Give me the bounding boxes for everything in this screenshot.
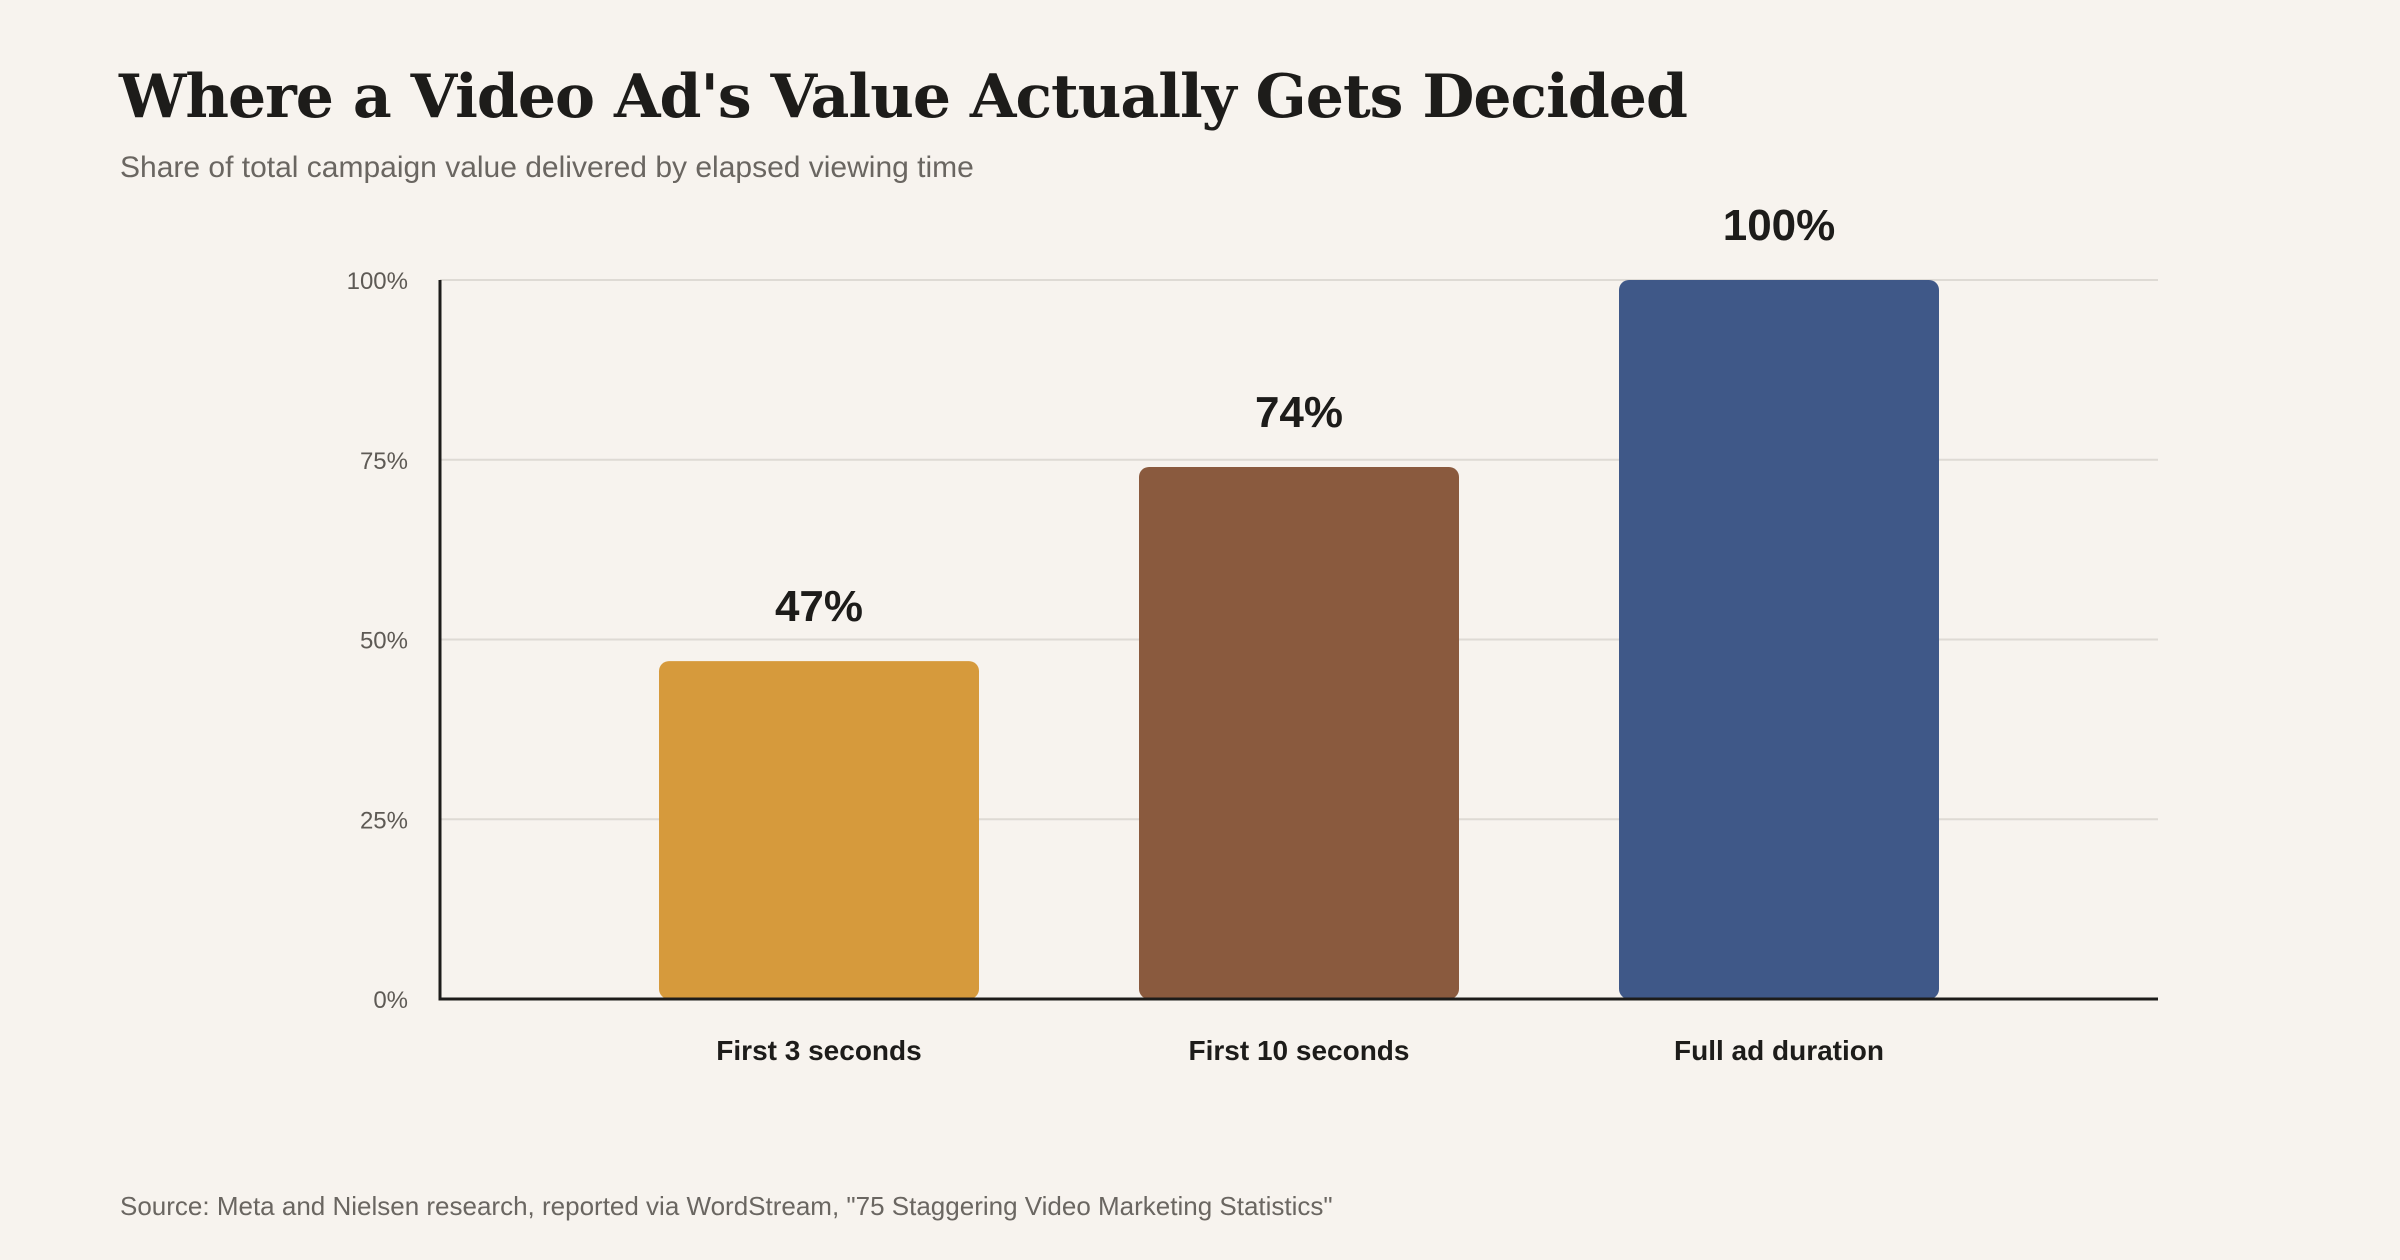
y-tick-label: 50%: [360, 628, 408, 655]
x-category-label: First 3 seconds: [716, 1035, 921, 1066]
source-note: Source: Meta and Nielsen research, repor…: [120, 1191, 1333, 1221]
y-tick-label: 75%: [360, 448, 408, 475]
bar-value-label: 47%: [775, 582, 863, 631]
bar-value-label: 100%: [1723, 201, 1836, 250]
axes: [438, 280, 2158, 1001]
bar-value-label: 74%: [1255, 388, 1343, 437]
x-category-label: Full ad duration: [1674, 1035, 1884, 1066]
chart-subtitle: Share of total campaign value delivered …: [120, 151, 974, 184]
x-category-label: First 10 seconds: [1189, 1035, 1410, 1066]
y-tick-label: 25%: [360, 807, 408, 834]
bar: [659, 661, 979, 999]
y-tick-label: 100%: [347, 268, 408, 295]
labels: 0% 25% 50% 75% 100% 47% First 3 seconds 74% Firs…: [347, 201, 1884, 1066]
bar: [1619, 280, 1939, 999]
y-tick-label: 0%: [373, 987, 408, 1014]
bar: [1139, 466, 1459, 999]
bars: [659, 280, 1939, 999]
chart-title: Where a Video Ad's Value Actually Gets D…: [119, 62, 1688, 132]
